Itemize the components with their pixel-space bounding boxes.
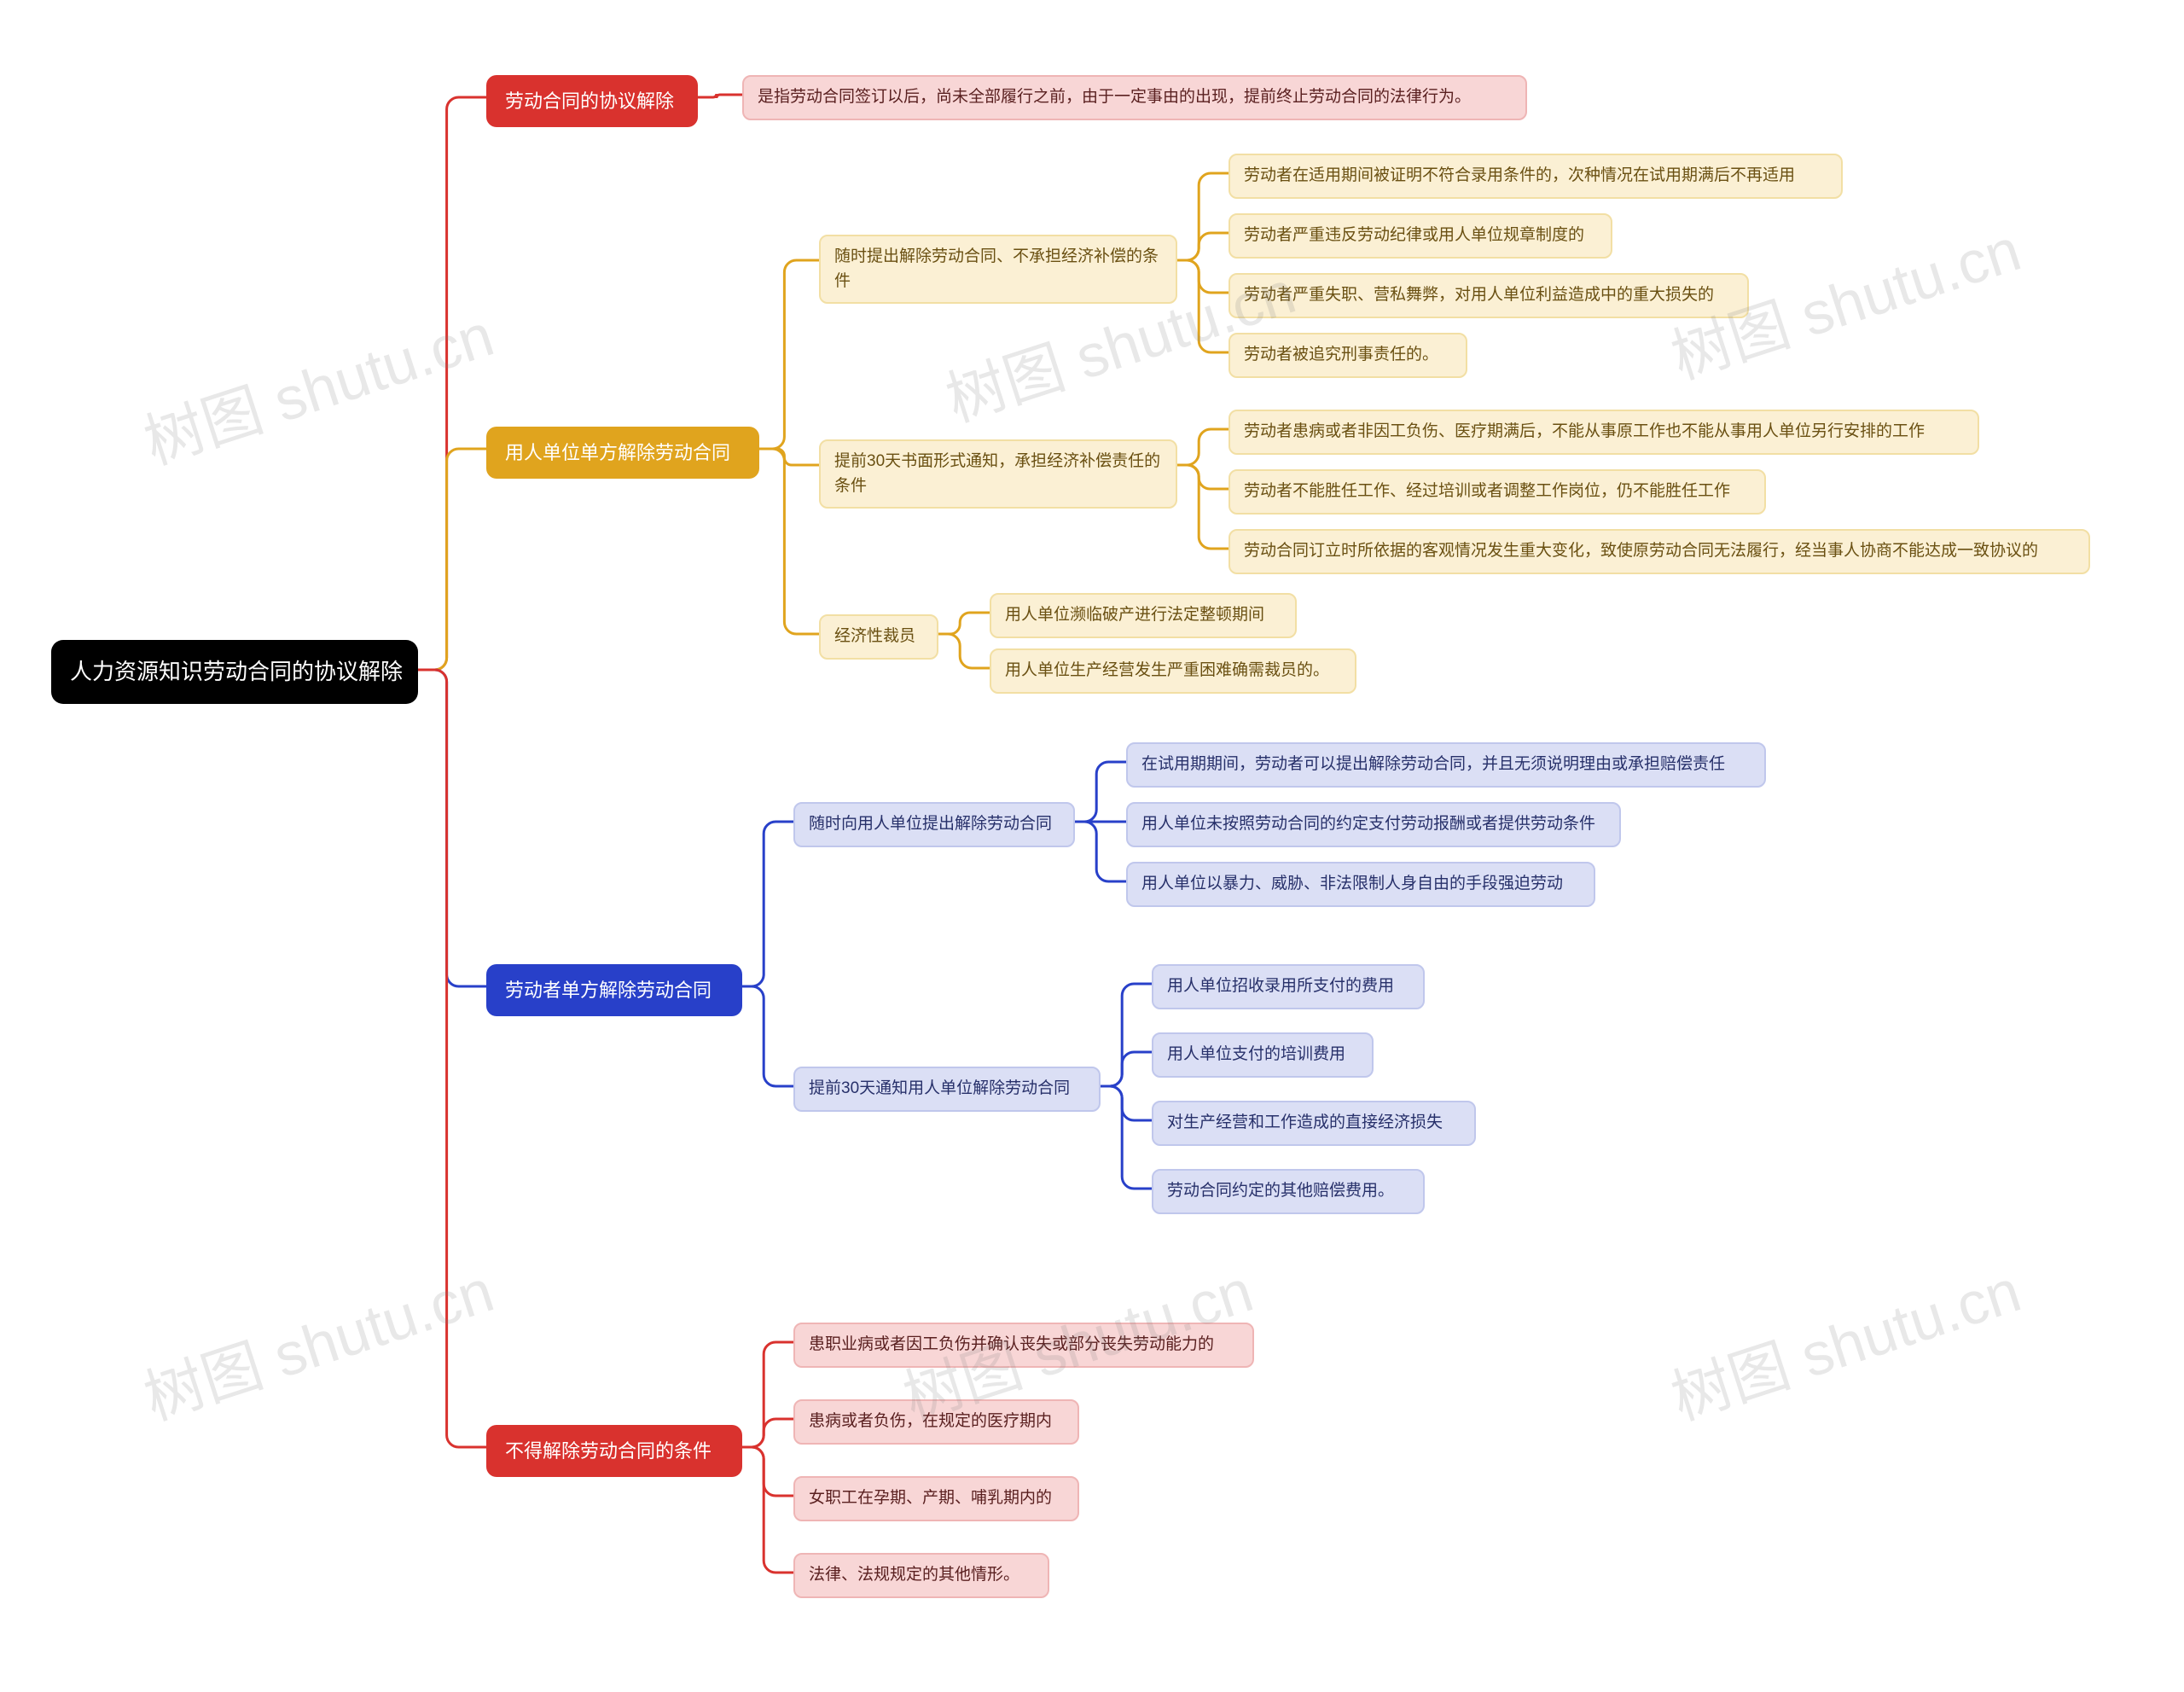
connector <box>742 1447 793 1573</box>
node-label: 劳动者不能胜任工作、经过培训或者调整工作岗位，仍不能胜任工作 <box>1244 482 1730 500</box>
node-b3c2a: 用人单位招收录用所支付的费用 <box>1152 964 1425 1009</box>
node-b3c1b: 用人单位未按照劳动合同的约定支付劳动报酬或者提供劳动条件 <box>1126 802 1621 847</box>
connector <box>742 1447 793 1496</box>
node-label: 劳动合同约定的其他赔偿费用。 <box>1167 1182 1394 1200</box>
connector <box>1075 762 1126 822</box>
node-label: 不得解除劳动合同的条件 <box>505 1440 712 1462</box>
node-label: 随时提出解除劳动合同、不承担经济补偿的条件 <box>834 247 1159 290</box>
connector <box>742 822 793 986</box>
connector <box>1177 233 1228 260</box>
connector <box>1101 1086 1152 1120</box>
node-b3c1: 随时向用人单位提出解除劳动合同 <box>793 802 1075 847</box>
node-b2c2: 提前30天书面形式通知，承担经济补偿责任的条件 <box>819 439 1177 509</box>
connector <box>418 449 486 670</box>
connector <box>418 670 486 1447</box>
node-label: 劳动合同订立时所依据的客观情况发生重大变化，致使原劳动合同无法履行，经当事人协商… <box>1244 542 2038 560</box>
node-b1c1: 是指劳动合同签订以后，尚未全部履行之前，由于一定事由的出现，提前终止劳动合同的法… <box>742 75 1527 120</box>
node-b2c1d: 劳动者被追究刑事责任的。 <box>1228 333 1467 378</box>
node-b2c1c: 劳动者严重失职、营私舞弊，对用人单位利益造成中的重大损失的 <box>1228 273 1749 318</box>
connector <box>742 1342 793 1447</box>
node-label: 用人单位濒临破产进行法定整顿期间 <box>1005 606 1264 624</box>
connector <box>1101 1086 1152 1189</box>
node-root: 人力资源知识劳动合同的协议解除 <box>51 640 418 704</box>
node-label: 法律、法规规定的其他情形。 <box>809 1566 1019 1584</box>
connector <box>759 449 819 465</box>
connector <box>1075 822 1126 881</box>
node-b3c2: 提前30天通知用人单位解除劳动合同 <box>793 1067 1101 1112</box>
node-label: 劳动合同的协议解除 <box>505 90 674 112</box>
node-b3c1c: 用人单位以暴力、威胁、非法限制人身自由的手段强迫劳动 <box>1126 862 1595 907</box>
node-label: 用人单位以暴力、威胁、非法限制人身自由的手段强迫劳动 <box>1141 875 1563 893</box>
node-b3c2c: 对生产经营和工作造成的直接经济损失 <box>1152 1101 1476 1146</box>
node-label: 患职业病或者因工负伤并确认丧失或部分丧失劳动能力的 <box>809 1335 1214 1353</box>
node-label: 患病或者负伤，在规定的医疗期内 <box>809 1412 1052 1430</box>
node-b3c2d: 劳动合同约定的其他赔偿费用。 <box>1152 1169 1425 1214</box>
node-b2: 用人单位单方解除劳动合同 <box>486 427 759 479</box>
connector <box>1177 260 1228 352</box>
node-label: 对生产经营和工作造成的直接经济损失 <box>1167 1113 1443 1131</box>
node-label: 女职工在孕期、产期、哺乳期内的 <box>809 1489 1052 1507</box>
node-b3c2b: 用人单位支付的培训费用 <box>1152 1032 1374 1078</box>
node-b2c3a: 用人单位濒临破产进行法定整顿期间 <box>990 593 1297 638</box>
node-b4c1: 患职业病或者因工负伤并确认丧失或部分丧失劳动能力的 <box>793 1323 1254 1368</box>
node-label: 劳动者患病或者非因工负伤、医疗期满后，不能从事原工作也不能从事用人单位另行安排的… <box>1244 422 1925 440</box>
node-label: 经济性裁员 <box>834 627 915 645</box>
node-label: 提前30天通知用人单位解除劳动合同 <box>809 1079 1070 1097</box>
node-b3c1a: 在试用期期间，劳动者可以提出解除劳动合同，并且无须说明理由或承担赔偿责任 <box>1126 742 1766 788</box>
node-b1: 劳动合同的协议解除 <box>486 75 698 127</box>
connector <box>1101 1052 1152 1086</box>
node-b2c1: 随时提出解除劳动合同、不承担经济补偿的条件 <box>819 235 1177 304</box>
node-b2c3: 经济性裁员 <box>819 614 938 660</box>
node-b2c1b: 劳动者严重违反劳动纪律或用人单位规章制度的 <box>1228 213 1612 259</box>
connector <box>938 634 990 668</box>
connector <box>759 449 819 634</box>
node-label: 用人单位单方解除劳动合同 <box>505 442 730 463</box>
node-b4c3: 女职工在孕期、产期、哺乳期内的 <box>793 1476 1079 1521</box>
connector <box>418 670 486 986</box>
connector <box>1177 465 1228 489</box>
connector <box>742 986 793 1086</box>
connector <box>1177 260 1228 293</box>
node-label: 用人单位生产经营发生严重困难确需裁员的。 <box>1005 661 1329 679</box>
node-label: 劳动者严重违反劳动纪律或用人单位规章制度的 <box>1244 226 1584 244</box>
node-b2c2c: 劳动合同订立时所依据的客观情况发生重大变化，致使原劳动合同无法履行，经当事人协商… <box>1228 529 2090 574</box>
node-b2c2b: 劳动者不能胜任工作、经过培训或者调整工作岗位，仍不能胜任工作 <box>1228 469 1766 515</box>
node-label: 提前30天书面形式通知，承担经济补偿责任的条件 <box>834 452 1160 495</box>
node-b2c3b: 用人单位生产经营发生严重困难确需裁员的。 <box>990 648 1356 694</box>
node-b2c2a: 劳动者患病或者非因工负伤、医疗期满后，不能从事原工作也不能从事用人单位另行安排的… <box>1228 410 1979 455</box>
node-label: 用人单位支付的培训费用 <box>1167 1045 1345 1063</box>
connector <box>1101 984 1152 1086</box>
node-b2c1a: 劳动者在适用期间被证明不符合录用条件的，次种情况在试用期满后不再适用 <box>1228 154 1843 199</box>
node-label: 劳动者严重失职、营私舞弊，对用人单位利益造成中的重大损失的 <box>1244 286 1714 304</box>
node-label: 随时向用人单位提出解除劳动合同 <box>809 815 1052 833</box>
node-label: 劳动者单方解除劳动合同 <box>505 980 712 1001</box>
connector <box>1177 465 1228 549</box>
node-b4c4: 法律、法规规定的其他情形。 <box>793 1553 1049 1598</box>
node-label: 在试用期期间，劳动者可以提出解除劳动合同，并且无须说明理由或承担赔偿责任 <box>1141 755 1725 773</box>
node-b4: 不得解除劳动合同的条件 <box>486 1425 742 1477</box>
node-b3: 劳动者单方解除劳动合同 <box>486 964 742 1016</box>
connector <box>938 613 990 634</box>
node-label: 劳动者在适用期间被证明不符合录用条件的，次种情况在试用期满后不再适用 <box>1244 166 1795 184</box>
mindmap-canvas: 人力资源知识劳动合同的协议解除 劳动合同的协议解除用人单位单方解除劳动合同劳动者单… <box>0 0 2184 1692</box>
node-label: 用人单位未按照劳动合同的约定支付劳动报酬或者提供劳动条件 <box>1141 815 1595 833</box>
node-label: 用人单位招收录用所支付的费用 <box>1167 977 1394 995</box>
node-b4c2: 患病或者负伤，在规定的医疗期内 <box>793 1399 1079 1445</box>
node-label: 是指劳动合同签订以后，尚未全部履行之前，由于一定事由的出现，提前终止劳动合同的法… <box>758 88 1471 106</box>
connector <box>759 260 819 449</box>
connector <box>418 97 486 670</box>
connector <box>742 1419 793 1447</box>
connector <box>1177 429 1228 465</box>
connector <box>1177 173 1228 260</box>
connector <box>698 94 742 98</box>
node-label: 人力资源知识劳动合同的协议解除 <box>70 659 403 684</box>
node-label: 劳动者被追究刑事责任的。 <box>1244 346 1438 363</box>
